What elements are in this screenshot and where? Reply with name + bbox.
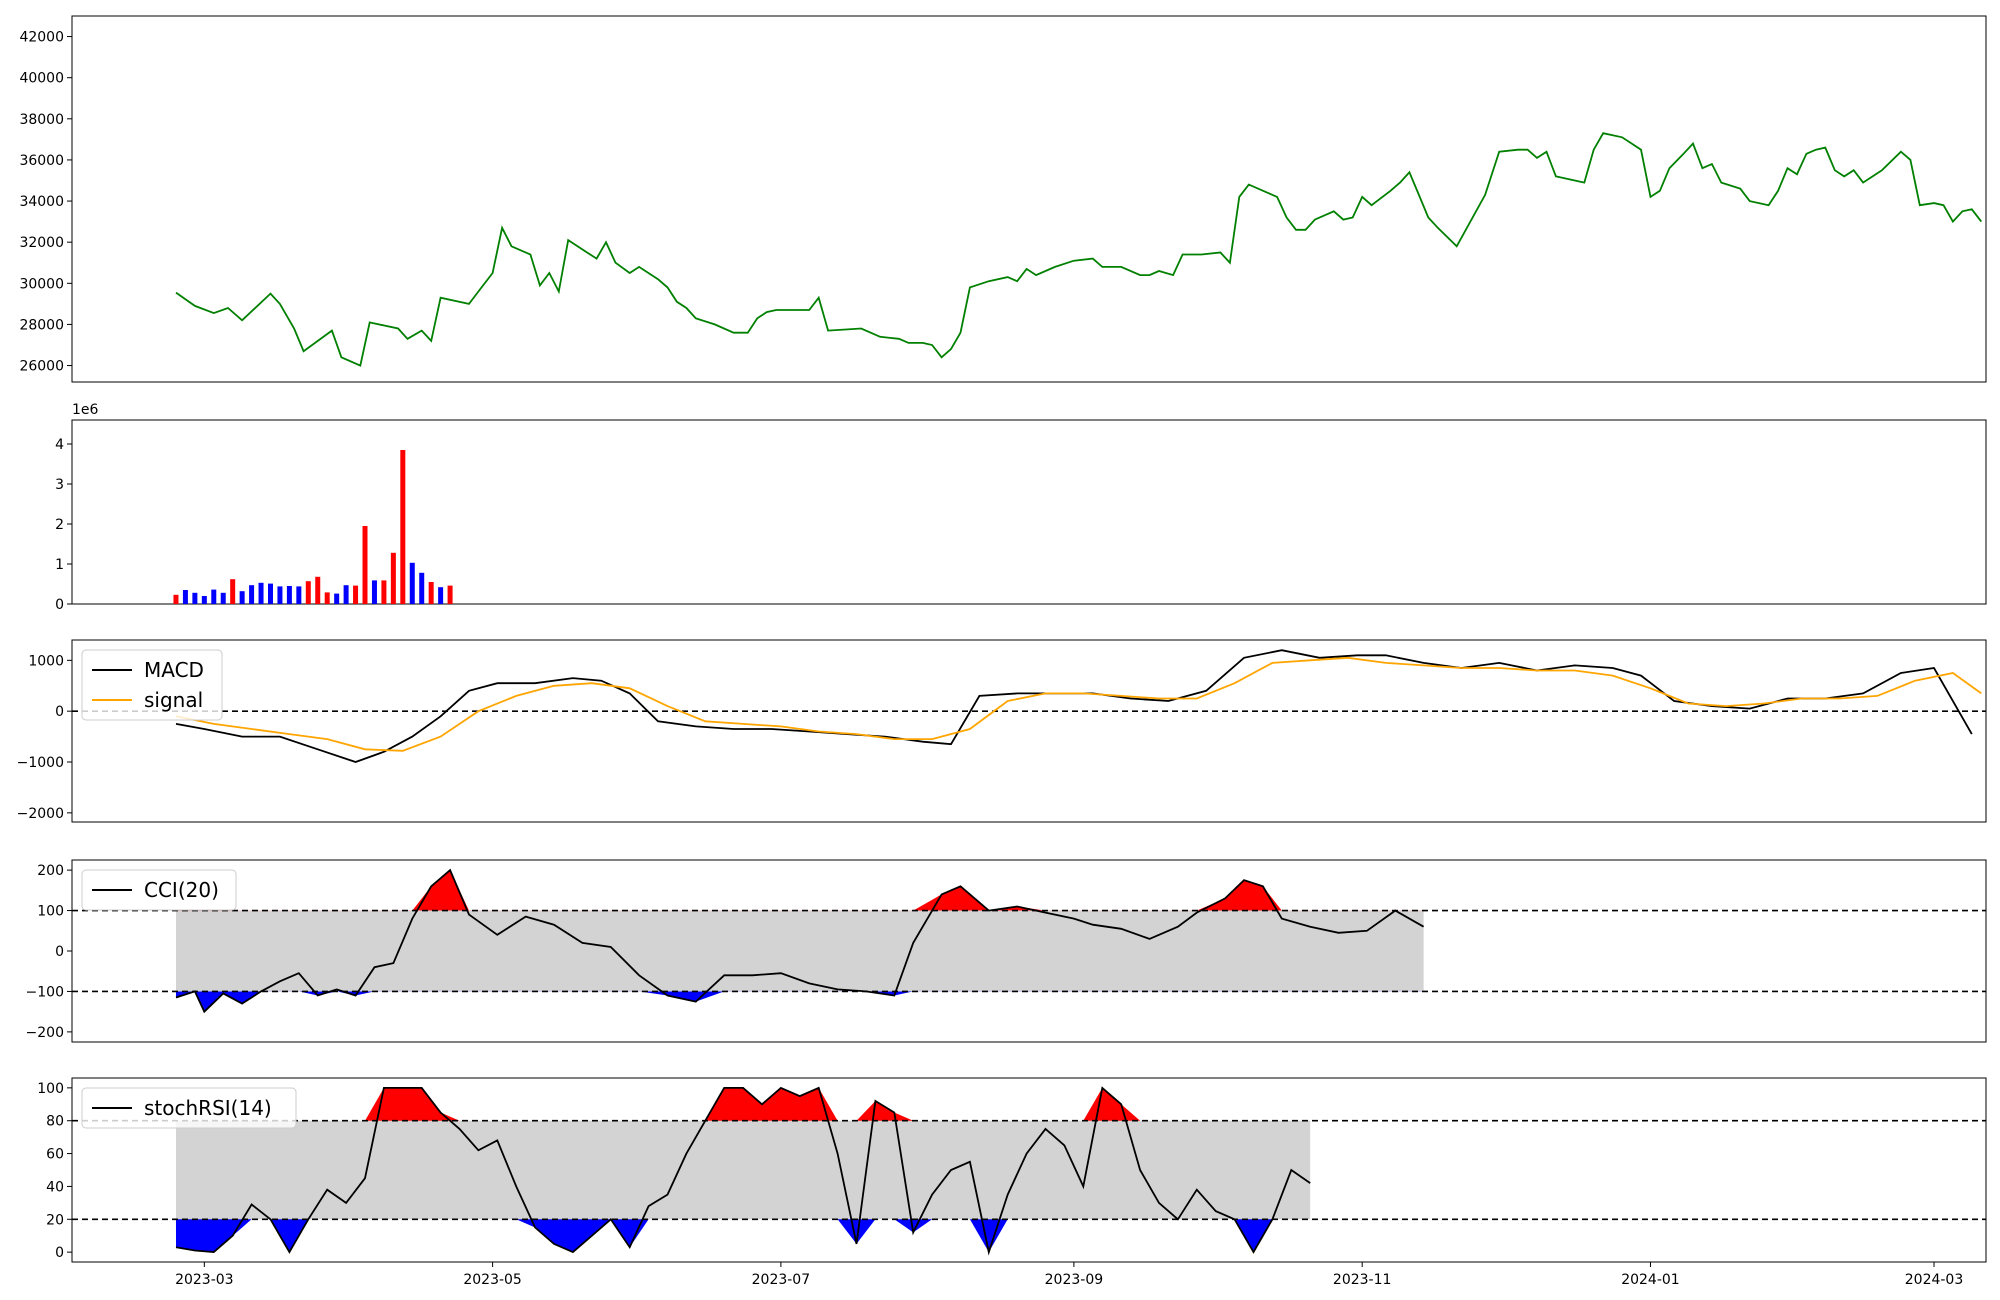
y-tick-label: 30000: [19, 276, 64, 292]
volume-bar: [371, 580, 377, 604]
stochrsi-panel: 0 20 40 60 80 100 stochRSI(14) 2023-03 2023-05 20…: [37, 1077, 1987, 1288]
y-tick-label: 0: [55, 704, 64, 720]
volume-bar: [249, 585, 255, 604]
y-tick-label: 200: [37, 863, 64, 879]
volume-bar: [362, 526, 368, 604]
volume-offset-label: 1e6: [72, 402, 99, 418]
y-tick-label: 40: [46, 1179, 64, 1195]
overbought-fill: [175, 870, 1424, 911]
volume-bar: [173, 594, 179, 604]
y-tick-label: 40000: [19, 71, 64, 87]
y-tick-label: 1: [55, 557, 64, 573]
x-tick-label: 2023-09: [1045, 1272, 1104, 1288]
x-tick-label: 2023-07: [752, 1272, 811, 1288]
legend-box: [81, 649, 223, 721]
y-tick-label: 3: [55, 477, 64, 493]
oversold-fill: [175, 991, 1424, 1012]
volume-panel: 0 1 2 3 4 1e6: [55, 402, 1987, 613]
legend-box: [81, 1087, 297, 1129]
y-tick-label: −100: [26, 984, 64, 1000]
y-tick-label: 32000: [19, 235, 64, 251]
volume-bar: [201, 596, 207, 604]
x-tick-label: 2023-03: [175, 1272, 234, 1288]
y-tick-label: 100: [37, 904, 64, 920]
y-tick-label: 100: [37, 1081, 64, 1097]
macd-panel: −2000 −1000 0 1000 MACD signal: [17, 639, 1987, 823]
x-tick-label: 2024-03: [1905, 1272, 1964, 1288]
signal-line: [175, 656, 1982, 752]
y-tick-label: 36000: [19, 153, 64, 169]
y-tick-label: 28000: [19, 317, 64, 333]
volume-bar: [267, 583, 273, 604]
volume-bar: [343, 585, 349, 604]
volume-bar: [239, 591, 245, 604]
overbought-fill: [175, 1087, 1311, 1121]
volume-bar: [390, 552, 396, 604]
y-tick-label: 60: [46, 1147, 64, 1163]
plot-frame: [71, 15, 1987, 383]
plot-frame: [71, 419, 1987, 605]
volume-bar: [258, 582, 264, 604]
volume-bar: [211, 589, 217, 604]
volume-bar: [182, 590, 188, 604]
plot-frame: [71, 1077, 1987, 1263]
y-tick-label: 38000: [19, 112, 64, 128]
y-tick-label: 4: [55, 437, 64, 453]
volume-bar: [334, 593, 340, 604]
volume-bar: [409, 562, 415, 604]
legend-label: CCI(20): [144, 878, 219, 902]
x-tick-label: 2023-05: [463, 1272, 522, 1288]
volume-bar: [428, 582, 434, 604]
y-tick-label: 42000: [19, 30, 64, 46]
y-tick-label: 34000: [19, 194, 64, 210]
volume-bar: [220, 592, 226, 604]
x-tick-label: 2023-11: [1333, 1272, 1392, 1288]
volume-bar: [305, 581, 311, 604]
y-tick-label: 0: [55, 944, 64, 960]
oscillator-line: [175, 1086, 1311, 1256]
y-tick-label: −1000: [17, 755, 64, 771]
volume-bar: [400, 450, 406, 604]
volume-bar: [381, 580, 387, 604]
x-tick-label: 2024-01: [1621, 1272, 1680, 1288]
price-panel: 26000 28000 30000 32000 34000 36000 38000 40000…: [19, 15, 1987, 383]
neutral-band: [175, 1120, 1311, 1220]
y-tick-label: 2: [55, 517, 64, 533]
volume-bar: [419, 572, 425, 604]
legend-label: signal: [144, 688, 203, 712]
volume-bar: [192, 592, 198, 604]
legend-box: [81, 869, 237, 911]
volume-bar: [277, 586, 283, 604]
macd-line: [175, 649, 1973, 763]
volume-bar: [324, 592, 330, 604]
oversold-fill: [175, 1219, 1311, 1253]
y-tick-label: 0: [55, 597, 64, 613]
y-tick-label: 26000: [19, 359, 64, 375]
legend-label: stochRSI(14): [144, 1096, 272, 1120]
y-tick-label: 1000: [28, 653, 64, 669]
y-tick-label: 80: [46, 1114, 64, 1130]
oscillator-line: [175, 868, 1425, 1014]
plot-frame: [71, 639, 1987, 823]
volume-bar: [296, 586, 302, 604]
volume-bar: [438, 587, 444, 604]
neutral-band: [175, 910, 1424, 992]
volume-bar: [353, 585, 359, 604]
volume-bar: [315, 576, 321, 604]
cci-panel: −200 −100 0 100 200 CCI(20): [26, 859, 1987, 1043]
volume-bar: [230, 579, 236, 604]
y-tick-label: −2000: [17, 806, 64, 822]
volume-bar: [286, 586, 292, 604]
volume-bar: [447, 585, 453, 604]
price-line: [175, 132, 1983, 367]
y-tick-label: 0: [55, 1245, 64, 1261]
y-tick-label: 20: [46, 1212, 64, 1228]
legend-label: MACD: [144, 658, 204, 682]
y-tick-label: −200: [26, 1025, 64, 1041]
